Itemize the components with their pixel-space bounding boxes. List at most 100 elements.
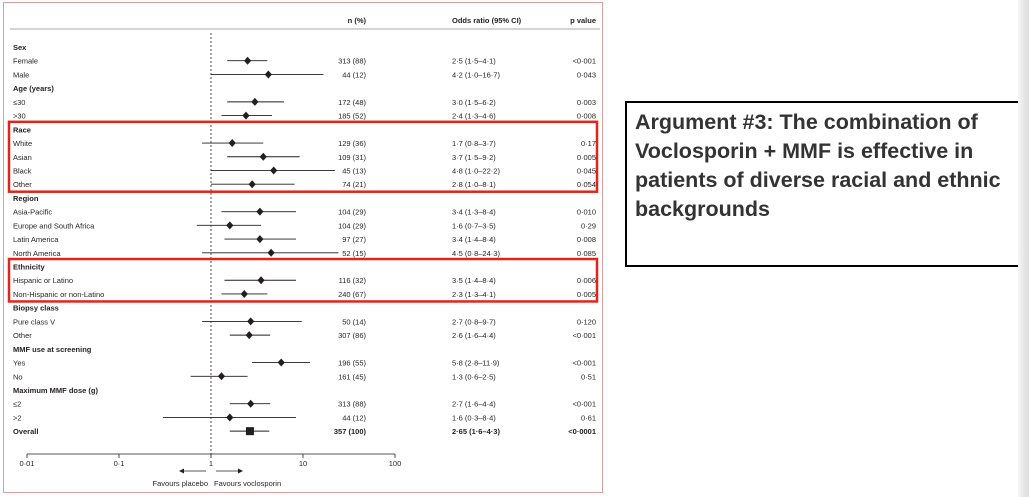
row-label: ≤30	[13, 98, 25, 107]
row-p-value: 0·29	[581, 221, 596, 230]
x-tick-label: 0·01	[19, 459, 34, 468]
group-heading: Race	[13, 125, 31, 134]
estimate-marker	[245, 331, 253, 340]
row-label: Asia-Pacific	[13, 208, 52, 217]
row-odds-ratio: 4·8 (1·0–22·2)	[452, 166, 500, 175]
group-heading: Maximum MMF dose (g)	[13, 386, 99, 395]
favours-placebo-label: Favours placebo	[153, 479, 208, 488]
x-tick-label: 10	[299, 459, 307, 468]
race-highlight-box	[7, 120, 599, 193]
row-label: >2	[13, 413, 22, 422]
row-odds-ratio: 1·6 (0·7–3·5)	[452, 221, 496, 230]
row-label: Non-Hispanic or non-Latino	[13, 290, 104, 299]
group-heading: Biopsy class	[13, 304, 59, 313]
row-label: ≤2	[13, 400, 21, 409]
row-p-value: 0·003	[577, 98, 596, 107]
row-label: Hispanic or Latino	[13, 276, 73, 285]
estimate-marker	[251, 97, 259, 106]
row-p-value: 0·085	[577, 249, 596, 258]
row-label: Female	[13, 57, 38, 66]
row-odds-ratio: 2·4 (1·3–4·6)	[452, 112, 496, 121]
row-p-value: 0·045	[577, 166, 596, 175]
row-n: 45 (13)	[342, 166, 366, 175]
argument-callout: Argument #3: The combination of Voclospo…	[625, 101, 1021, 267]
row-n: 50 (14)	[342, 317, 366, 326]
row-n: 172 (48)	[338, 98, 366, 107]
row-n: 196 (55)	[338, 359, 366, 368]
row-odds-ratio: 3·0 (1·5–6·2)	[452, 98, 496, 107]
row-label: No	[13, 372, 23, 381]
row-n: 52 (15)	[342, 249, 366, 258]
row-label: Other	[13, 180, 32, 189]
row-label: >30	[13, 112, 26, 121]
x-tick-label: 100	[389, 459, 402, 468]
overall-label: Overall	[13, 427, 38, 436]
estimate-marker	[226, 221, 234, 230]
estimate-marker	[267, 248, 275, 257]
estimate-marker	[277, 358, 285, 367]
row-label: Pure class V	[13, 317, 55, 326]
row-n: 44 (12)	[342, 70, 366, 79]
estimate-marker	[242, 111, 250, 120]
row-odds-ratio: 4·2 (1·0–16·7)	[452, 70, 500, 79]
estimate-marker	[217, 372, 226, 381]
x-tick-label: 0·1	[114, 459, 125, 468]
estimate-marker	[228, 139, 236, 148]
row-p-value: <0·001	[572, 331, 596, 340]
callout-text: Argument #3: The combination of Voclospo…	[635, 110, 1001, 221]
row-odds-ratio: 4·5 (0·8–24·3)	[452, 249, 500, 258]
overall-estimate-marker	[245, 427, 254, 436]
estimate-marker	[244, 56, 252, 65]
group-heading: Ethnicity	[13, 263, 45, 272]
row-odds-ratio: 2·7 (0·8–9·7)	[452, 317, 496, 326]
row-n: 129 (36)	[338, 139, 366, 148]
estimate-marker	[256, 207, 264, 216]
estimate-marker	[240, 289, 248, 298]
row-p-value: 0·61	[581, 413, 596, 422]
row-n: 161 (45)	[338, 372, 366, 381]
row-label: Male	[13, 70, 29, 79]
row-label: Other	[13, 331, 32, 340]
row-label: Yes	[13, 359, 25, 368]
row-odds-ratio: 3·4 (1·4–8·4)	[452, 235, 496, 244]
row-label: Europe and South Africa	[13, 221, 95, 230]
favours-voclosporin-arrowhead	[238, 468, 243, 474]
header-p-value: p value	[570, 16, 596, 25]
overall-n: 357 (100)	[334, 427, 367, 436]
row-p-value: 0·008	[577, 112, 596, 121]
favours-placebo-arrowhead	[179, 468, 184, 474]
row-p-value: 0·120	[577, 317, 596, 326]
row-odds-ratio: 3·7 (1·5–9·2)	[452, 153, 496, 162]
row-p-value: 0·043	[577, 70, 596, 79]
row-odds-ratio: 5·8 (2·8–11·9)	[452, 359, 500, 368]
row-n: 97 (27)	[342, 235, 366, 244]
estimate-marker	[257, 276, 265, 285]
row-p-value: 0·006	[577, 276, 596, 285]
row-p-value: 0·008	[577, 235, 596, 244]
row-odds-ratio: 1·6 (0·3–8·4)	[452, 413, 496, 422]
row-n: 104 (29)	[338, 208, 366, 217]
overall-odds-ratio: 2·65 (1·6–4·3)	[452, 427, 500, 436]
estimate-marker	[247, 399, 255, 408]
row-p-value: 0·17	[581, 139, 596, 148]
estimate-marker	[259, 152, 267, 161]
header-odds-ratio: Odds ratio (95% CI)	[452, 16, 522, 25]
row-n: 313 (88)	[338, 57, 366, 66]
estimate-marker	[247, 317, 255, 326]
estimate-marker	[226, 413, 234, 422]
overall-p-value: <0·0001	[568, 427, 596, 436]
ethnicity-highlight-box	[7, 257, 599, 303]
group-heading: Age (years)	[13, 84, 54, 93]
row-odds-ratio: 1·3 (0·6–2·5)	[452, 372, 496, 381]
row-odds-ratio: 2·7 (1·6–4·4)	[452, 400, 496, 409]
estimate-marker	[256, 235, 264, 244]
row-odds-ratio: 2·8 (1·0–8·1)	[452, 180, 496, 189]
row-n: 109 (31)	[338, 153, 366, 162]
row-label: White	[13, 139, 32, 148]
row-p-value: <0·001	[572, 57, 596, 66]
forest-plot: n (%) Odds ratio (95% CI) p value Sex Female…	[7, 16, 600, 488]
row-p-value: <0·001	[572, 359, 596, 368]
row-p-value: 0·054	[577, 180, 596, 189]
group-heading: Sex	[13, 43, 27, 52]
forest-plot-panel: n (%) Odds ratio (95% CI) p value Sex Female…	[3, 2, 603, 493]
